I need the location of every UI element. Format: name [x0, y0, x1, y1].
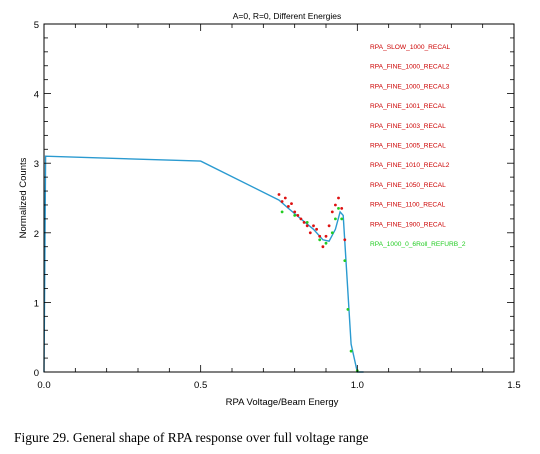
legend-entry: RPA_FINE_1000_RECAL2 [370, 64, 450, 71]
y-tick-label: 4 [34, 90, 39, 101]
data-point [290, 202, 293, 206]
y-tick-label: 1 [34, 298, 39, 309]
series-line-0 [43, 155, 364, 373]
figure-caption: Figure 29. General shape of RPA response… [14, 430, 369, 445]
data-point [340, 217, 344, 221]
data-point [346, 308, 350, 311]
data-point [296, 214, 300, 217]
data-point [334, 203, 337, 207]
legend-entry: RPA_SLOW_1000_RECAL [370, 44, 450, 51]
legend-entry: RPA_FINE_1100_RECAL [370, 202, 446, 209]
data-point [327, 224, 331, 228]
data-point [318, 234, 322, 238]
y-tick-label: 2 [34, 229, 39, 240]
data-point [277, 193, 281, 196]
legend-entry: RPA_FINE_1900_RECAL [370, 221, 446, 228]
legend-entry: RPA_FINE_1003_RECAL [370, 123, 446, 130]
axis-ticks [43, 23, 515, 373]
data-point [302, 221, 306, 224]
data-point [337, 207, 340, 210]
legend: RPA_SLOW_1000_RECAL RPA_FINE_1000_RECAL2 R… [370, 44, 466, 248]
x-tick-label: 0.5 [194, 380, 207, 391]
x-axis-label: RPA Voltage/Beam Energy [226, 397, 339, 408]
data-point [334, 217, 337, 221]
data-point [330, 210, 334, 214]
legend-entry: RPA_FINE_1050_RECAL [370, 182, 446, 189]
data-point [349, 349, 353, 353]
x-tick-label: 1.5 [507, 380, 520, 391]
data-point [305, 224, 309, 228]
data-point [343, 259, 347, 262]
data-point [308, 231, 312, 235]
x-tick-label: 0.0 [37, 380, 50, 391]
data-point [280, 200, 284, 203]
data-point [340, 207, 344, 210]
axis-tick-labels: 0.0 0.5 1.0 1.5 0 1 2 3 4 5 [34, 20, 521, 391]
data-point [321, 245, 325, 249]
plot-marks [43, 155, 364, 373]
legend-entry: RPA_FINE_1001_RECAL [370, 103, 446, 110]
data-point [312, 224, 315, 228]
data-point [324, 234, 328, 238]
legend-entry: RPA_FINE_1005_RECAL [370, 143, 446, 150]
data-point [293, 210, 297, 214]
legend-entry: RPA_1000_0_6Roll_REFURB_2 [370, 241, 466, 248]
data-point [287, 205, 290, 208]
data-point [305, 221, 309, 224]
y-tick-label: 5 [34, 20, 39, 31]
data-point [283, 196, 287, 200]
y-tick-label: 3 [34, 159, 39, 170]
data-point [337, 196, 340, 200]
data-point [293, 214, 297, 217]
legend-entry: RPA_FINE_1010_RECAL2 [370, 162, 450, 169]
plot-frame [43, 23, 515, 373]
data-point [280, 210, 284, 214]
data-point [343, 238, 347, 242]
data-point [299, 217, 303, 221]
data-point [318, 238, 322, 242]
data-point [324, 241, 328, 245]
x-tick-label: 1.0 [351, 380, 364, 391]
data-point [315, 227, 318, 231]
y-axis-label: Normalized Counts [18, 157, 29, 238]
data-point [330, 231, 334, 235]
legend-entry: RPA_FINE_1000_RECAL3 [370, 83, 450, 90]
chart-title: A=0, R=0, Different Energies [233, 11, 342, 21]
y-tick-label: 0 [34, 368, 39, 379]
